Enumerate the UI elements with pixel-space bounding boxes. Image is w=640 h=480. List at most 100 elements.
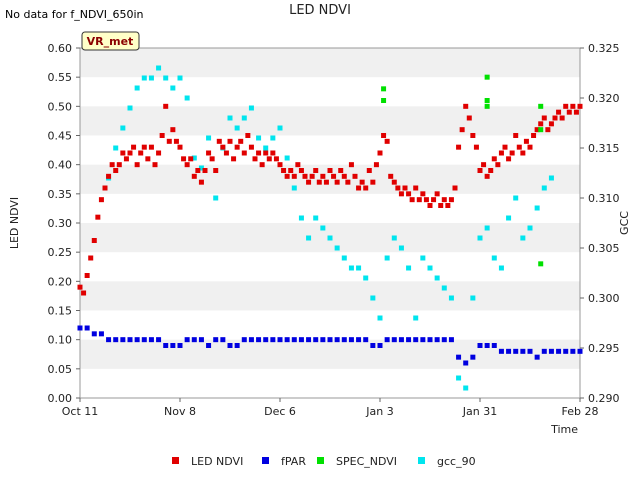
point-led-ndvi xyxy=(88,255,94,261)
point-led-ndvi xyxy=(291,173,297,179)
point-fpar xyxy=(313,337,319,343)
point-led-ndvi xyxy=(441,197,447,203)
point-gcc-90 xyxy=(127,105,133,111)
x-tick-label: Nov 8 xyxy=(164,405,196,418)
point-led-ndvi xyxy=(234,144,240,150)
point-gcc-90 xyxy=(184,95,190,101)
point-led-ndvi xyxy=(102,185,108,191)
point-fpar xyxy=(84,325,90,331)
point-led-ndvi xyxy=(352,173,358,179)
x-axis-label: Time xyxy=(550,423,578,436)
point-led-ndvi xyxy=(263,150,269,156)
point-gcc-90 xyxy=(227,115,233,121)
point-fpar xyxy=(391,337,397,343)
legend: LED NDVI fPAR SPEC_NDVI gcc_90 xyxy=(172,455,476,468)
point-fpar xyxy=(384,337,390,343)
point-led-ndvi xyxy=(220,144,226,150)
point-gcc-90 xyxy=(270,135,276,141)
point-led-ndvi xyxy=(84,273,90,278)
point-led-ndvi xyxy=(527,144,533,150)
point-gcc-90 xyxy=(306,235,312,241)
legend-swatch-fpar xyxy=(262,457,269,464)
point-led-ndvi xyxy=(156,150,162,156)
point-led-ndvi xyxy=(134,162,140,168)
point-led-ndvi xyxy=(384,138,390,144)
point-gcc-90 xyxy=(291,185,297,191)
point-fpar xyxy=(548,348,554,354)
point-gcc-90 xyxy=(298,215,304,221)
point-fpar xyxy=(563,348,569,354)
y-tick-label: 0.40 xyxy=(48,159,73,172)
point-led-ndvi xyxy=(306,179,312,185)
point-led-ndvi xyxy=(270,150,276,156)
point-led-ndvi xyxy=(327,168,333,173)
point-fpar xyxy=(248,337,254,343)
y2-axis-ticks: 0.290 0.295 0.300 0.305 0.310 0.315 0.320 0.325 xyxy=(580,42,620,405)
point-spec-ndvi xyxy=(381,86,387,92)
point-spec-ndvi xyxy=(538,103,544,109)
point-fpar xyxy=(370,343,376,348)
point-led-ndvi xyxy=(363,185,369,191)
point-led-ndvi xyxy=(298,168,304,173)
point-gcc-90 xyxy=(191,155,197,161)
point-fpar xyxy=(170,343,176,348)
y-tick-label: 0.50 xyxy=(48,100,73,113)
point-led-ndvi xyxy=(491,156,497,162)
point-led-ndvi xyxy=(377,150,383,156)
vr-met-badge[interactable]: VR_met xyxy=(81,31,140,64)
point-led-ndvi xyxy=(498,150,504,156)
point-led-ndvi xyxy=(552,115,558,121)
point-led-ndvi xyxy=(320,173,326,179)
badge-box xyxy=(81,31,140,51)
point-led-ndvi xyxy=(141,144,147,150)
legend-label-fpar: fPAR xyxy=(281,455,306,468)
y-tick-label: 0.10 xyxy=(48,334,73,347)
point-led-ndvi xyxy=(127,150,133,156)
point-gcc-90 xyxy=(477,235,483,241)
point-fpar xyxy=(556,348,562,354)
point-led-ndvi xyxy=(402,185,408,191)
point-led-ndvi xyxy=(131,144,137,150)
point-gcc-90 xyxy=(148,75,154,81)
point-fpar xyxy=(191,337,197,343)
point-gcc-90 xyxy=(198,165,204,171)
point-fpar xyxy=(263,337,269,343)
point-fpar xyxy=(141,337,147,343)
point-fpar xyxy=(156,337,162,343)
point-gcc-90 xyxy=(134,85,140,91)
point-led-ndvi xyxy=(523,138,529,144)
y2-tick-label: 0.305 xyxy=(588,242,620,255)
point-led-ndvi xyxy=(345,179,351,185)
x-tick-label: Dec 6 xyxy=(264,405,296,418)
point-led-ndvi xyxy=(420,191,426,197)
point-led-ndvi xyxy=(388,173,394,179)
point-gcc-90 xyxy=(441,285,447,291)
y2-tick-label: 0.325 xyxy=(588,42,620,55)
point-led-ndvi xyxy=(488,168,494,173)
point-led-ndvi xyxy=(313,168,319,173)
point-fpar xyxy=(270,337,276,343)
point-fpar xyxy=(163,343,169,348)
y2-tick-label: 0.300 xyxy=(588,292,620,305)
point-fpar xyxy=(506,348,512,354)
point-fpar xyxy=(127,337,133,343)
legend-label-led-ndvi: LED NDVI xyxy=(191,455,243,468)
point-led-ndvi xyxy=(109,162,115,168)
point-led-ndvi xyxy=(81,290,87,296)
point-gcc-90 xyxy=(177,75,183,81)
point-led-ndvi xyxy=(341,173,347,179)
y2-tick-label: 0.320 xyxy=(588,92,620,105)
point-fpar xyxy=(327,337,333,343)
point-gcc-90 xyxy=(327,235,333,241)
point-fpar xyxy=(377,343,383,348)
point-led-ndvi xyxy=(113,168,119,173)
x-tick-label: Oct 11 xyxy=(62,405,99,418)
point-led-ndvi xyxy=(256,150,262,156)
point-led-ndvi xyxy=(245,133,251,138)
point-led-ndvi xyxy=(506,156,512,162)
point-gcc-90 xyxy=(156,65,162,71)
point-fpar xyxy=(241,337,247,343)
point-led-ndvi xyxy=(309,173,315,179)
no-data-note: No data for f_NDVI_650in xyxy=(5,8,144,21)
